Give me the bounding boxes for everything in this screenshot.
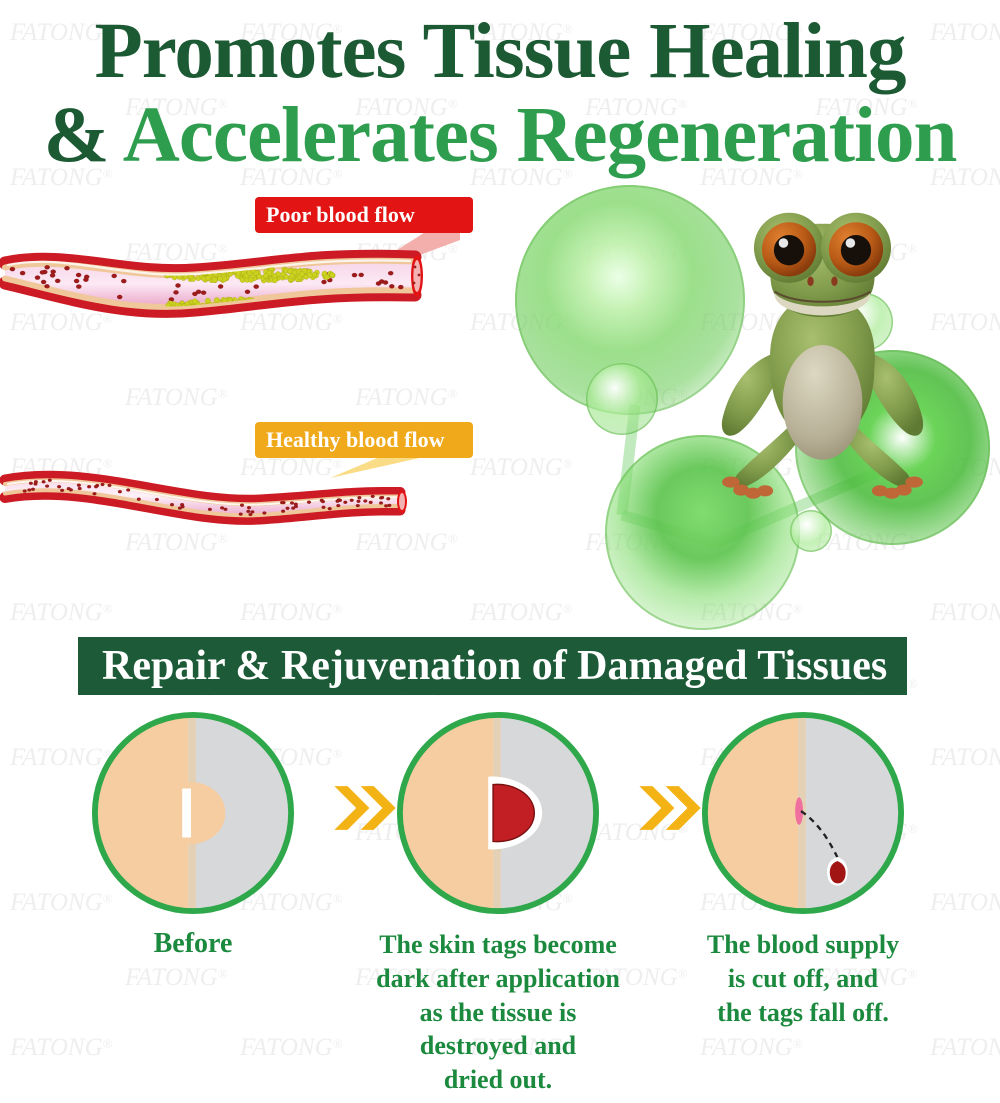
svg-text:Healthy blood flow: Healthy blood flow [266, 427, 445, 452]
svg-text:Poor blood flow: Poor blood flow [266, 202, 415, 227]
